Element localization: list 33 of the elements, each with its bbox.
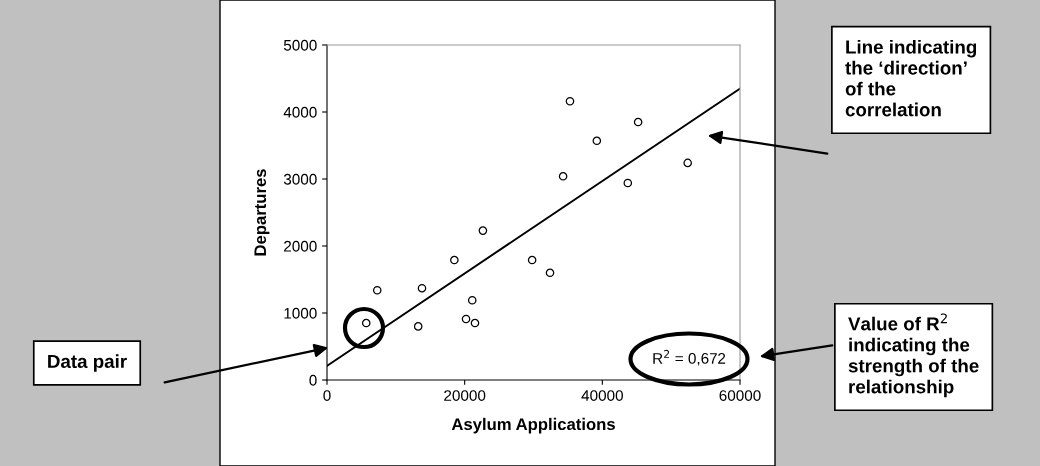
point — [565, 96, 575, 106]
point — [417, 283, 427, 293]
point — [558, 172, 568, 181]
annotation: R$^{2}$ = 0,672 — [653, 349, 726, 366]
point — [527, 255, 537, 265]
text: Line indicating the ‘direction’ of the correlation — [845, 39, 977, 117]
x-tick-label: 40000 — [581, 390, 623, 401]
point — [461, 314, 471, 324]
y-axis-title: Departures — [254, 169, 270, 256]
y-tick-label: 2000 — [284, 240, 317, 252]
point — [470, 318, 480, 328]
point — [372, 285, 382, 295]
point — [592, 136, 602, 146]
y-tick-label: 3000 — [283, 173, 317, 185]
point — [633, 117, 643, 127]
point — [413, 322, 423, 331]
point — [683, 158, 692, 168]
text: Data pair — [48, 354, 127, 372]
point — [623, 178, 633, 188]
point — [467, 295, 477, 305]
y-tick-label: 0 — [309, 374, 317, 386]
x-tick-label: 60000 — [719, 390, 761, 401]
point — [545, 268, 555, 278]
point — [361, 318, 371, 328]
x-tick-label: 20000 — [444, 390, 486, 401]
y-tick-label: 5000 — [283, 39, 317, 51]
y-tick-label: 4000 — [283, 106, 317, 118]
x-tick-label: 0 — [323, 390, 331, 401]
point — [478, 226, 488, 235]
point — [450, 255, 459, 265]
x-axis-title: Asylum Applications — [451, 417, 615, 434]
text: Value of R$^{2}$ indicating the strength of the relationship — [848, 313, 979, 398]
y-tick-label: 1000 — [284, 307, 317, 319]
